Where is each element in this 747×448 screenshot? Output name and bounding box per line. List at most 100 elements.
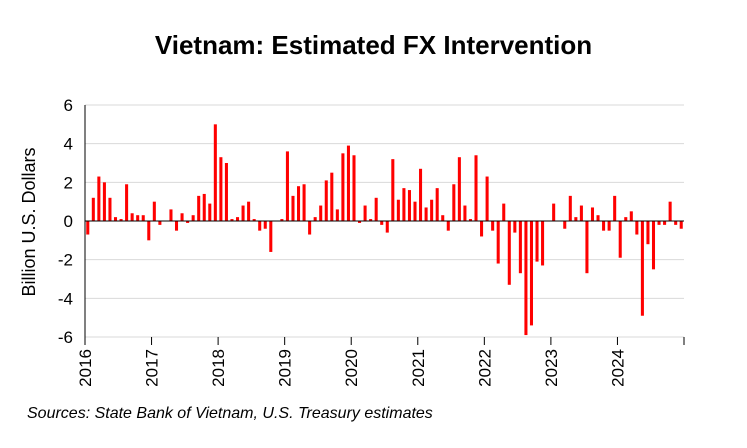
bar <box>280 219 284 221</box>
bar <box>91 197 95 221</box>
bar <box>186 221 190 223</box>
bar <box>574 217 578 221</box>
bar <box>579 205 583 221</box>
bar <box>474 155 478 221</box>
bar <box>219 157 223 221</box>
bar <box>169 209 173 221</box>
bar <box>646 221 650 245</box>
x-tick-label: 2020 <box>342 349 361 387</box>
y-tick-label: 2 <box>64 173 73 192</box>
y-tick-label: -2 <box>58 251 73 270</box>
y-tick-label: 6 <box>64 96 73 115</box>
bar <box>452 184 456 221</box>
bar <box>663 221 667 225</box>
bar <box>252 219 256 221</box>
bar <box>413 201 417 221</box>
bar <box>541 221 545 266</box>
x-tick-label: 2024 <box>608 349 627 387</box>
bar <box>468 219 472 221</box>
bar <box>552 203 556 221</box>
bar <box>668 201 672 221</box>
bar <box>385 221 389 233</box>
x-tick-label: 2016 <box>76 349 95 387</box>
bar <box>130 213 134 221</box>
bar <box>618 221 622 258</box>
bar <box>524 221 528 336</box>
bar <box>208 203 212 221</box>
bar <box>86 221 90 235</box>
bar <box>374 197 378 221</box>
bar <box>624 217 628 221</box>
bar <box>125 184 129 221</box>
bar <box>674 221 678 225</box>
bar <box>441 215 445 221</box>
bar <box>407 190 411 221</box>
source-note: Sources: State Bank of Vietnam, U.S. Tre… <box>27 405 433 422</box>
bar <box>596 215 600 221</box>
bar <box>113 217 118 221</box>
x-tick-label: 2021 <box>409 349 428 387</box>
y-axis-label: Billion U.S. Dollars <box>19 147 39 296</box>
bar <box>535 221 539 262</box>
bar <box>457 157 461 221</box>
bar <box>174 221 179 231</box>
bar <box>346 145 350 221</box>
gridlines <box>85 104 684 338</box>
bar <box>341 153 345 221</box>
bar <box>485 176 489 221</box>
bar <box>640 221 644 316</box>
bar <box>97 176 101 221</box>
y-axis-ticks: 6 4 2 0 -2 -4 -6 <box>58 96 73 347</box>
bar <box>613 195 617 221</box>
bar <box>297 186 301 221</box>
bar <box>435 188 439 221</box>
y-tick-label: -6 <box>58 328 73 347</box>
bar <box>180 213 184 221</box>
bar <box>197 195 201 221</box>
bar <box>191 215 195 221</box>
bar <box>319 205 323 221</box>
bar <box>313 217 317 221</box>
bar <box>158 221 162 225</box>
bar <box>358 221 362 223</box>
bar <box>235 217 240 221</box>
y-tick-label: 4 <box>64 135 73 154</box>
x-tick-label: 2022 <box>475 349 494 387</box>
bar <box>108 197 112 221</box>
bar <box>607 221 611 231</box>
bar <box>651 221 656 270</box>
x-tick-label: 2017 <box>143 349 162 387</box>
bar <box>529 221 534 326</box>
bars <box>86 124 683 336</box>
bar <box>285 151 289 221</box>
x-tick-label: 2018 <box>209 349 228 387</box>
bar <box>241 205 245 221</box>
bar <box>679 221 683 229</box>
y-tick-label: 0 <box>64 212 73 231</box>
bar <box>352 155 356 221</box>
bar <box>496 221 500 264</box>
bar <box>463 205 467 221</box>
bar <box>247 201 251 221</box>
bar <box>302 184 306 221</box>
bar <box>507 221 511 285</box>
bar <box>585 221 589 274</box>
bar <box>629 211 633 221</box>
bar <box>119 219 123 221</box>
bar <box>263 221 267 229</box>
bar <box>230 219 234 221</box>
chart-title: Vietnam: Estimated FX Intervention <box>154 30 593 60</box>
bar <box>568 195 572 221</box>
bar <box>424 207 428 221</box>
bar <box>602 221 606 231</box>
bar <box>518 221 522 274</box>
bar <box>635 221 639 235</box>
bar <box>446 221 450 231</box>
axes <box>84 105 684 337</box>
bar <box>330 172 334 221</box>
bar <box>380 221 384 225</box>
bar <box>335 209 339 221</box>
bar <box>402 188 406 221</box>
bar <box>369 219 373 221</box>
bar <box>391 159 395 221</box>
